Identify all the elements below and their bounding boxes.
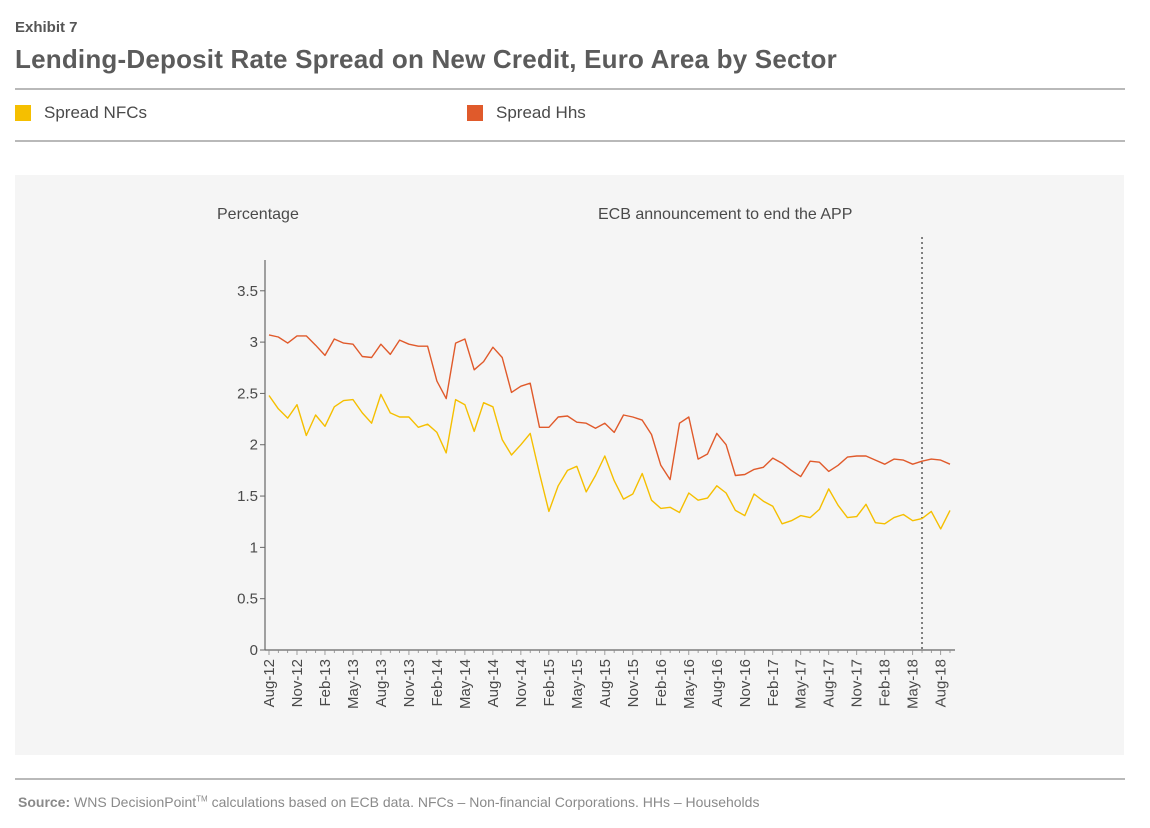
source-text-before: WNS DecisionPoint [74, 794, 197, 810]
y-tick-label: 3.5 [237, 283, 258, 300]
x-tick-label: Feb-13 [317, 659, 334, 707]
y-tick-label: 2 [250, 437, 258, 454]
legend-label-hhs: Spread Hhs [496, 103, 586, 122]
x-tick-label: Nov-12 [289, 659, 306, 707]
footer-divider [15, 778, 1125, 780]
legend-item-nfcs: Spread NFCs [15, 103, 147, 123]
y-tick-label: 2.5 [237, 385, 258, 402]
x-tick-label: May-13 [345, 659, 362, 709]
chart-title: Lending-Deposit Rate Spread on New Credi… [15, 44, 837, 74]
legend-divider [15, 140, 1125, 142]
x-tick-label: Aug-17 [821, 659, 838, 707]
trademark-mark: TM [196, 794, 208, 804]
x-tick-label: May-16 [681, 659, 698, 709]
exhibit-label: Exhibit 7 [15, 19, 78, 36]
line-chart: Percentage ECB announcement to end the A… [217, 206, 955, 709]
series-line-hhs [268, 334, 951, 481]
x-tick-label: Nov-14 [513, 659, 530, 707]
source-note: Source: WNS DecisionPointTM calculations… [18, 794, 759, 810]
y-tick-label: 3 [250, 334, 258, 351]
legend-swatch-nfcs [15, 105, 31, 121]
source-label: Source: [18, 794, 71, 810]
x-tick-label: May-14 [457, 659, 474, 709]
x-tick-label: Aug-15 [597, 659, 614, 707]
y-tick-label: 0 [250, 642, 258, 659]
x-tick-label: May-17 [793, 659, 810, 709]
x-tick-label: Feb-17 [765, 659, 782, 707]
legend-label-nfcs: Spread NFCs [44, 103, 147, 122]
x-tick-label: Nov-16 [737, 659, 754, 707]
y-tick-label: 0.5 [237, 591, 258, 608]
x-tick-label: Aug-12 [261, 659, 278, 707]
x-tick-label: Aug-16 [709, 659, 726, 707]
y-axis-label: Percentage [217, 206, 299, 223]
legend-swatch-hhs [467, 105, 483, 121]
x-tick-label: Feb-15 [541, 659, 558, 707]
y-tick-label: 1.5 [237, 488, 258, 505]
chart-panel: Percentage ECB announcement to end the A… [15, 175, 1124, 755]
x-tick-label: Nov-17 [849, 659, 866, 707]
annotation-label: ECB announcement to end the APP [598, 206, 852, 223]
x-tick-label: May-15 [569, 659, 586, 709]
x-tick-label: Nov-13 [401, 659, 418, 707]
x-tick-label: Aug-18 [933, 659, 950, 707]
series-line-nfcs [268, 393, 951, 530]
x-tick-label: Aug-14 [485, 659, 502, 707]
x-tick-label: Feb-14 [429, 659, 446, 707]
title-divider [15, 88, 1125, 90]
x-tick-label: Nov-15 [625, 659, 642, 707]
x-tick-label: Aug-13 [373, 659, 390, 707]
x-tick-label: May-18 [905, 659, 922, 709]
x-tick-label: Feb-16 [653, 659, 670, 707]
legend-item-hhs: Spread Hhs [467, 103, 586, 123]
x-tick-label: Feb-18 [877, 659, 894, 707]
source-text-after: calculations based on ECB data. NFCs – N… [207, 794, 760, 810]
y-tick-label: 1 [250, 539, 258, 556]
